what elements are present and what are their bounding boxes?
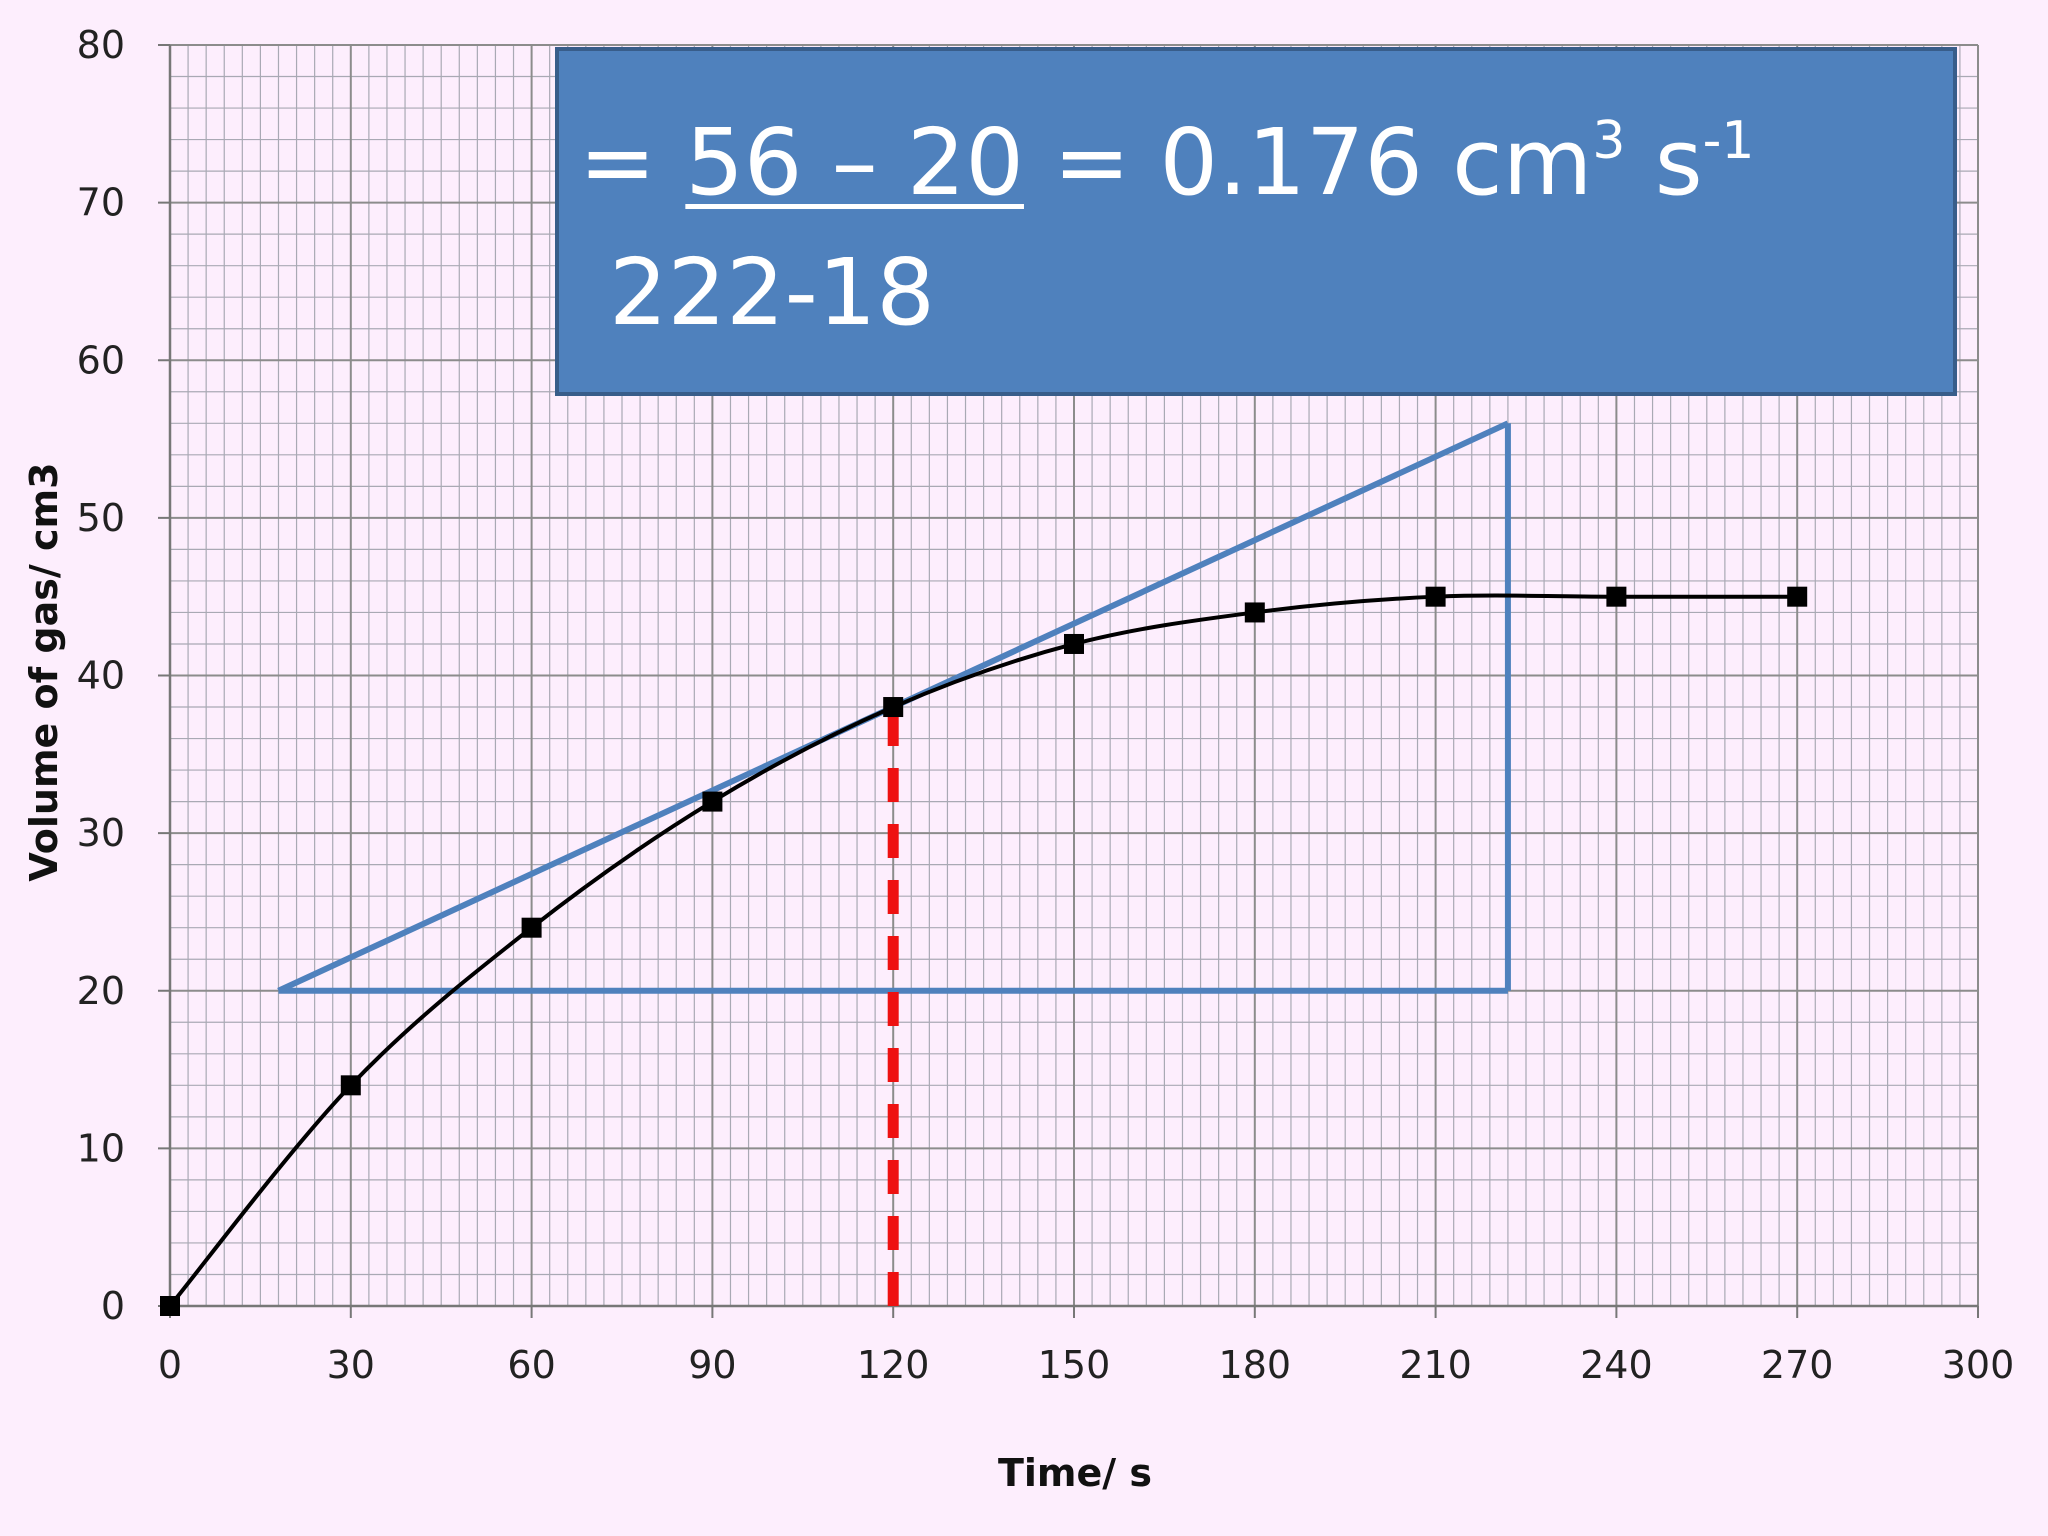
- unit-exponent-s: -1: [1702, 111, 1755, 171]
- data-point-marker: [340, 1075, 361, 1096]
- axes: [158, 44, 1979, 1318]
- x-axis-title: Time/ s: [998, 1451, 1152, 1495]
- x-tick-label: 0: [158, 1343, 182, 1387]
- y-tick-label: 20: [77, 969, 125, 1013]
- y-tick-label: 30: [77, 811, 125, 855]
- x-tick-label: 270: [1761, 1343, 1834, 1387]
- data-point-marker: [160, 1296, 180, 1316]
- x-tick-label: 90: [688, 1343, 736, 1387]
- data-point-marker: [1606, 586, 1627, 607]
- x-tick-label: 30: [327, 1343, 375, 1387]
- numerator: 56 – 20: [685, 109, 1024, 216]
- y-tick-label: 70: [77, 181, 125, 225]
- unit-exponent-cm: 3: [1592, 111, 1626, 171]
- y-tick-label: 50: [77, 496, 125, 540]
- x-tick-label: 300: [1942, 1343, 2015, 1387]
- x-tick-labels: 0 30 60 90 120 150 180 210 240 270 300: [158, 1343, 2014, 1387]
- result-value: = 0.176 cm: [1023, 109, 1593, 216]
- x-tick-label: 60: [507, 1343, 555, 1387]
- x-tick-label: 210: [1399, 1343, 1472, 1387]
- data-point-markers: [160, 586, 1808, 1316]
- series-line: [168, 593, 1798, 1308]
- x-tick-label: 180: [1219, 1343, 1292, 1387]
- data-point-marker: [521, 917, 542, 938]
- curve-group: [168, 593, 1798, 1308]
- x-tick-label: 150: [1038, 1343, 1111, 1387]
- data-point-marker: [702, 791, 723, 812]
- y-tick-label: 60: [77, 338, 125, 382]
- data-point-marker: [1244, 602, 1265, 623]
- gradient-equation-line-1: = 56 – 20 = 0.176 cm3 s-1: [579, 115, 1755, 209]
- y-tick-label: 80: [77, 23, 125, 67]
- data-point-marker: [883, 697, 904, 718]
- unit-seconds: s: [1625, 109, 1703, 216]
- x-tick-label: 240: [1580, 1343, 1653, 1387]
- data-point-marker: [1787, 586, 1808, 607]
- x-tick-label: 120: [857, 1343, 930, 1387]
- y-tick-labels: 0 10 20 30 40 50 60 70 80: [77, 23, 125, 1328]
- y-tick-label: 0: [101, 1284, 125, 1328]
- y-axis-title: Volume of gas/ cm3: [22, 462, 66, 881]
- denominator: 222-18: [609, 239, 935, 346]
- data-point-marker: [1064, 633, 1084, 654]
- data-point-marker: [1425, 586, 1446, 607]
- y-tick-label: 40: [77, 654, 125, 698]
- y-tick-label: 10: [77, 1126, 125, 1170]
- gradient-callout-box: = 56 – 20 = 0.176 cm3 s-1 222-18: [555, 47, 1957, 396]
- equals-sign: =: [579, 109, 686, 216]
